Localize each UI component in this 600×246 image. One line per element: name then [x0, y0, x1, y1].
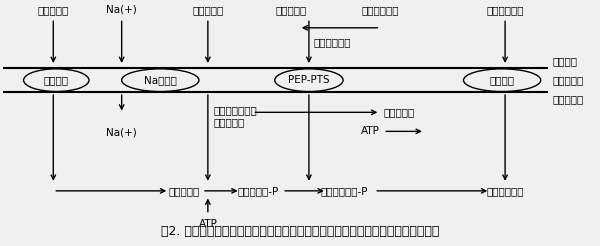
- Text: 図2. ルーメン内における細菌の主要なグルコースおよびセロビオースの輸送様式: 図2. ルーメン内における細菌の主要なグルコースおよびセロビオースの輸送様式: [161, 226, 439, 238]
- Text: ATP: ATP: [361, 126, 380, 136]
- Text: ピルビン酸: ピルビン酸: [383, 107, 415, 117]
- Text: セロビオース: セロビオース: [487, 186, 524, 196]
- Text: セロビアーゼ: セロビアーゼ: [314, 37, 352, 47]
- Text: グルコース: グルコース: [192, 5, 223, 15]
- Ellipse shape: [463, 69, 541, 92]
- Text: セロビオース-P: セロビオース-P: [321, 186, 368, 196]
- Text: （細胞質）: （細胞質）: [553, 94, 584, 105]
- Text: グルコース: グルコース: [38, 5, 69, 15]
- Ellipse shape: [23, 69, 89, 92]
- Text: PEP-PTS: PEP-PTS: [288, 75, 330, 85]
- Text: グルコース-P: グルコース-P: [238, 186, 279, 196]
- Text: セロビオース: セロビオース: [487, 5, 524, 15]
- Text: 能動輸送: 能動輸送: [490, 75, 515, 85]
- Text: Na(+): Na(+): [106, 5, 137, 15]
- Text: Na共輸送: Na共輸送: [144, 75, 177, 85]
- Ellipse shape: [122, 69, 199, 92]
- Ellipse shape: [275, 69, 343, 92]
- Text: （細胞膜）: （細胞膜）: [553, 75, 584, 85]
- Text: セロビオース: セロビオース: [361, 5, 399, 15]
- Text: 促進拡散: 促進拡散: [44, 75, 69, 85]
- Text: Na(+): Na(+): [106, 128, 137, 138]
- Text: グルコース: グルコース: [275, 5, 307, 15]
- Text: （外側）: （外側）: [553, 56, 578, 66]
- Text: グルコース: グルコース: [169, 186, 200, 196]
- Text: ATP: ATP: [199, 219, 217, 230]
- Text: ホスホエノール
ピルビン酸: ホスホエノール ピルビン酸: [214, 105, 257, 127]
